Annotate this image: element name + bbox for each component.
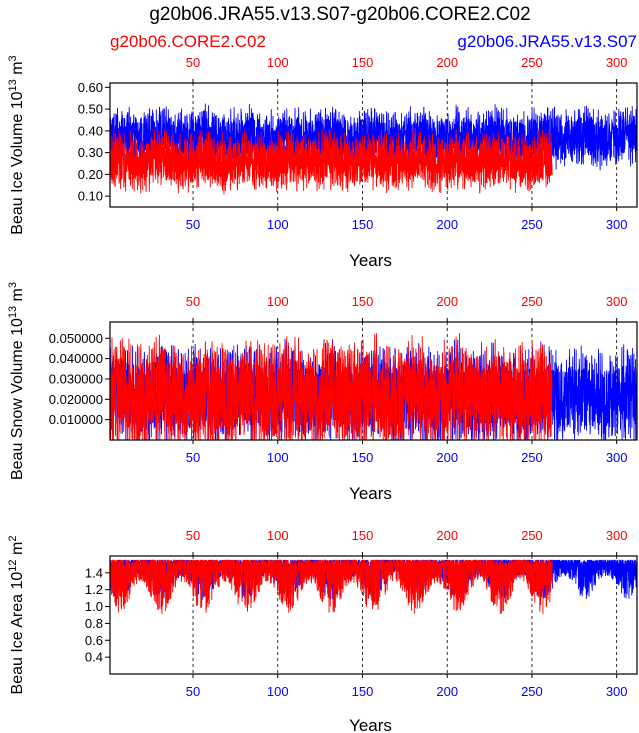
x-tick-label-top: 50 — [186, 294, 200, 309]
x-tick-label-top: 150 — [352, 528, 374, 543]
x-tick-label-bottom: 300 — [606, 684, 628, 699]
x-tick-label-bottom: 50 — [186, 450, 200, 465]
y-tick-label: 0.40 — [78, 123, 103, 138]
x-tick-label-bottom: 300 — [606, 217, 628, 232]
y-axis-label: Beau Snow Volume 1013 m3 — [7, 282, 26, 480]
y-tick-label: 0.8 — [85, 616, 103, 631]
y-tick-label: 0.60 — [78, 80, 103, 95]
y-tick-label: 0.040000 — [49, 351, 103, 366]
x-tick-label-top: 250 — [521, 528, 543, 543]
snow-volume-panel: 0.010000 0.020000 0.030000 0.040000 0.050000… — [7, 282, 638, 503]
x-tick-label-bottom: 100 — [267, 217, 289, 232]
y-tick-label: 0.10 — [78, 189, 103, 204]
x-tick-label-top: 300 — [606, 294, 628, 309]
plot-frame — [109, 321, 638, 441]
y-tick-label: 1.2 — [85, 582, 103, 597]
x-tick-label-bottom: 50 — [186, 684, 200, 699]
x-tick-label-bottom: 250 — [521, 450, 543, 465]
x-tick-label-bottom: 200 — [436, 450, 458, 465]
x-tick-label-top: 300 — [606, 528, 628, 543]
x-tick-label-top: 100 — [267, 55, 289, 70]
x-tick-label-bottom: 200 — [436, 684, 458, 699]
y-tick-label: 1.4 — [85, 565, 103, 580]
x-tick-label-bottom: 250 — [521, 217, 543, 232]
ice-area-panel: 0.4 0.6 0.8 1.0 1.2 1.4 50 50 100 100 150 150 200 200… — [7, 528, 638, 733]
y-tick-label: 0.50 — [78, 102, 103, 117]
x-tick-label-top: 100 — [267, 294, 289, 309]
x-tick-label-bottom: 150 — [352, 217, 374, 232]
x-tick-label-top: 150 — [352, 55, 374, 70]
plot-frame — [109, 82, 638, 208]
series-line — [109, 127, 553, 195]
x-tick-label-bottom: 150 — [352, 684, 374, 699]
x-tick-label-top: 100 — [267, 528, 289, 543]
y-tick-label: 0.4 — [85, 650, 103, 665]
ice-volume-panel: 0.10 0.20 0.30 0.40 0.50 0.60 50 50 100 100 150 150… — [7, 55, 638, 270]
x-tick-label-bottom: 150 — [352, 450, 374, 465]
x-tick-label-top: 300 — [606, 55, 628, 70]
x-tick-label-top: 250 — [521, 55, 543, 70]
legend-core2: g20b06.CORE2.C02 — [110, 32, 266, 51]
legend-jra55: g20b06.JRA55.v13.S07 — [457, 32, 637, 51]
x-tick-label-top: 200 — [436, 55, 458, 70]
y-tick-label: 0.20 — [78, 167, 103, 182]
x-axis-label: Years — [349, 716, 392, 733]
figure-title: g20b06.JRA55.v13.S07-g20b06.CORE2.C02 — [149, 4, 530, 25]
x-tick-label-bottom: 50 — [186, 217, 200, 232]
y-tick-label: 0.30 — [78, 145, 103, 160]
x-tick-label-bottom: 100 — [267, 684, 289, 699]
series-line — [109, 559, 553, 615]
series-line — [109, 333, 553, 441]
x-tick-label-top: 50 — [186, 55, 200, 70]
x-tick-label-bottom: 250 — [521, 684, 543, 699]
x-tick-label-top: 200 — [436, 528, 458, 543]
x-tick-label-bottom: 200 — [436, 217, 458, 232]
x-tick-label-top: 150 — [352, 294, 374, 309]
y-tick-label: 0.020000 — [49, 392, 103, 407]
x-tick-label-top: 250 — [521, 294, 543, 309]
x-axis-label: Years — [349, 484, 392, 503]
y-tick-label: 0.030000 — [49, 371, 103, 386]
y-tick-label: 0.6 — [85, 633, 103, 648]
y-tick-label: 0.010000 — [49, 412, 103, 427]
x-tick-label-bottom: 100 — [267, 450, 289, 465]
y-axis-label: Beau Ice Area 1012 m2 — [7, 536, 26, 695]
x-axis-label: Years — [349, 251, 392, 270]
plot-frame — [109, 555, 638, 675]
x-tick-label-bottom: 300 — [606, 450, 628, 465]
x-tick-label-top: 200 — [436, 294, 458, 309]
y-tick-label: 0.050000 — [49, 331, 103, 346]
x-tick-label-top: 50 — [186, 528, 200, 543]
y-tick-label: 1.0 — [85, 599, 103, 614]
y-axis-label: Beau Ice Volume 1013 m3 — [7, 55, 26, 234]
